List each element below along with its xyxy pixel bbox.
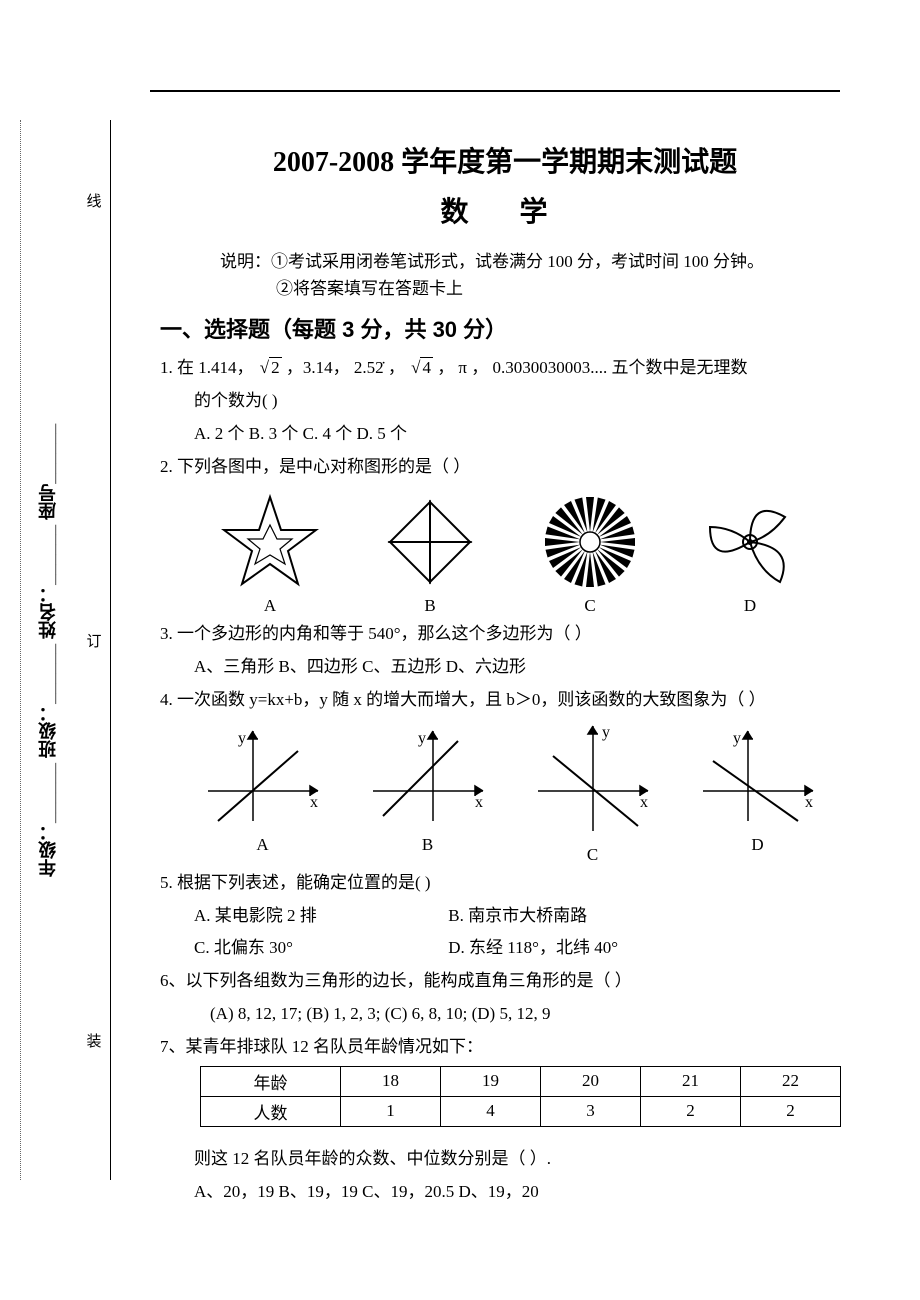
q2-shape-b-cell: B	[380, 492, 480, 616]
q7-options: A、20，19 B、19，19 C、19，20.5 D、19，20	[194, 1178, 850, 1207]
q5-opt-b: B. 南京市大桥南路	[448, 906, 587, 925]
q4-label-c: C	[528, 845, 658, 865]
binding-marker-zhuang: 装	[85, 1030, 103, 1051]
q2-shape-d-cell: D	[700, 492, 800, 616]
axis-y-label: y	[602, 724, 610, 741]
question-4-stem: 4. 一次函数 y=kx+b，y 随 x 的增大而增大，且 b＞0，则该函数的大…	[160, 686, 850, 715]
binding-dotted-line	[20, 120, 21, 1180]
q2-shape-a-cell: A	[220, 492, 320, 616]
q1-part1: 1. 在 1.414，	[160, 358, 254, 377]
sqrt-icon: √2	[258, 354, 282, 383]
section-1-heading: 一、选择题（每题 3 分，共 30 分）	[160, 312, 850, 344]
q4-label-d: D	[693, 835, 823, 855]
question-5-stem: 5. 根据下列表述，能确定位置的是( )	[160, 869, 850, 898]
q7-r5: 2	[741, 1096, 841, 1126]
q5-row2: C. 北偏东 30° D. 东经 118°，北纬 40°	[194, 934, 850, 963]
instruction-2: ②将答案填写在答题卡上	[276, 275, 850, 302]
q4-label-a: A	[198, 835, 328, 855]
star-icon	[220, 492, 320, 592]
q6-options: (A) 8, 12, 17; (B) 1, 2, 3; (C) 6, 8, 10…	[210, 1000, 850, 1029]
instruction-1: 说明：①考试采用闭卷笔试形式，试卷满分 100 分，考试时间 100 分钟。	[220, 248, 850, 275]
q7-r1: 1	[341, 1096, 441, 1126]
q4-graph-c: y x C	[528, 721, 658, 865]
question-7-stem: 7、某青年排球队 12 名队员年龄情况如下：	[160, 1033, 850, 1062]
q1-sqrt4: 4	[420, 357, 433, 377]
q7-h2: 19	[441, 1066, 541, 1096]
binding-marker-line: 线	[85, 190, 103, 211]
q4-graph-d: y x D	[693, 721, 823, 865]
table-row: 人数 1 4 3 2 2	[201, 1096, 841, 1126]
exam-title: 2007-2008 学年度第一学期期末测试题	[160, 140, 850, 180]
binding-labels: 年级：______ 班级：______ 姓名：______ 座号______	[28, 120, 68, 1180]
q1-line2: 的个数为( )	[194, 387, 850, 416]
top-rule	[150, 90, 840, 92]
binding-solid-line	[110, 120, 111, 1180]
q2-label-c: C	[540, 596, 640, 616]
q5-opt-a: A. 某电影院 2 排	[194, 902, 444, 931]
question-2-stem: 2. 下列各图中，是中心对称图形的是（ ）	[160, 453, 850, 482]
q2-label-b: B	[380, 596, 480, 616]
graph-a-icon: y x	[198, 721, 328, 831]
q7-r0: 人数	[201, 1096, 341, 1126]
q1-part2: ，3.14， 2.5	[286, 358, 375, 377]
q1-sqrt2: 2	[269, 357, 282, 377]
q2-label-d: D	[700, 596, 800, 616]
q5-opt-c: C. 北偏东 30°	[194, 934, 444, 963]
q7-r3: 3	[541, 1096, 641, 1126]
pinwheel-icon	[380, 492, 480, 592]
q1-part3: ， π ， 0.3030030003.... 五个数中是无理数	[437, 358, 747, 377]
graph-d-icon: y x	[693, 721, 823, 831]
fan-icon	[700, 492, 800, 592]
graph-c-icon: y x	[528, 721, 658, 841]
q1-dot2: 2̇	[375, 358, 384, 377]
q7-table: 年龄 18 19 20 21 22 人数 1 4 3 2 2	[200, 1066, 841, 1127]
q7-r2: 4	[441, 1096, 541, 1126]
q4-label-b: B	[363, 835, 493, 855]
q7-line2: 则这 12 名队员年龄的众数、中位数分别是（ ）.	[194, 1145, 850, 1174]
axis-y-label: y	[733, 730, 741, 747]
q7-h5: 22	[741, 1066, 841, 1096]
instructions: 说明：①考试采用闭卷笔试形式，试卷满分 100 分，考试时间 100 分钟。 ②…	[220, 248, 850, 302]
q4-graph-b: y x B	[363, 721, 493, 865]
content-area: 2007-2008 学年度第一学期期末测试题 数 学 说明：①考试采用闭卷笔试形…	[160, 140, 850, 1207]
binding-margin: 年级：______ 班级：______ 姓名：______ 座号______ 线…	[10, 120, 110, 1180]
graph-b-icon: y x	[363, 721, 493, 831]
q7-h4: 21	[641, 1066, 741, 1096]
q2-shape-c-cell: C	[540, 492, 640, 616]
q7-h3: 20	[541, 1066, 641, 1096]
sqrt-icon: √4	[409, 354, 433, 383]
question-3-stem: 3. 一个多边形的内角和等于 540°，那么这个多边形为（ ）	[160, 620, 850, 649]
question-1: 1. 在 1.414， √2 ，3.14， 2.52̇ ， √4 ， π ， 0…	[160, 354, 850, 383]
binding-marker-ding: 订	[85, 630, 103, 651]
question-6-stem: 6、以下列各组数为三角形的边长，能构成直角三角形的是（ ）	[160, 967, 850, 996]
q2-shapes: A B	[190, 492, 830, 616]
q7-h0: 年龄	[201, 1066, 341, 1096]
exam-subject: 数 学	[160, 190, 850, 230]
axis-y-label: y	[418, 730, 426, 747]
axis-y-label: y	[238, 730, 246, 747]
q2-label-a: A	[220, 596, 320, 616]
axis-x-label: x	[640, 794, 648, 811]
axis-x-label: x	[310, 794, 318, 811]
q5-opt-d: D. 东经 118°，北纬 40°	[448, 938, 618, 957]
q1-comma: ，	[388, 358, 405, 377]
axis-x-label: x	[475, 794, 483, 811]
q4-graphs: y x A y x B	[180, 721, 840, 865]
axis-x-label: x	[805, 794, 813, 811]
table-row: 年龄 18 19 20 21 22	[201, 1066, 841, 1096]
q4-graph-a: y x A	[198, 721, 328, 865]
q5-row1: A. 某电影院 2 排 B. 南京市大桥南路	[194, 902, 850, 931]
q1-options: A. 2 个 B. 3 个 C. 4 个 D. 5 个	[194, 420, 850, 449]
sunburst-icon	[540, 492, 640, 592]
q3-options: A、三角形 B、四边形 C、五边形 D、六边形	[194, 653, 850, 682]
q7-r4: 2	[641, 1096, 741, 1126]
q7-h1: 18	[341, 1066, 441, 1096]
